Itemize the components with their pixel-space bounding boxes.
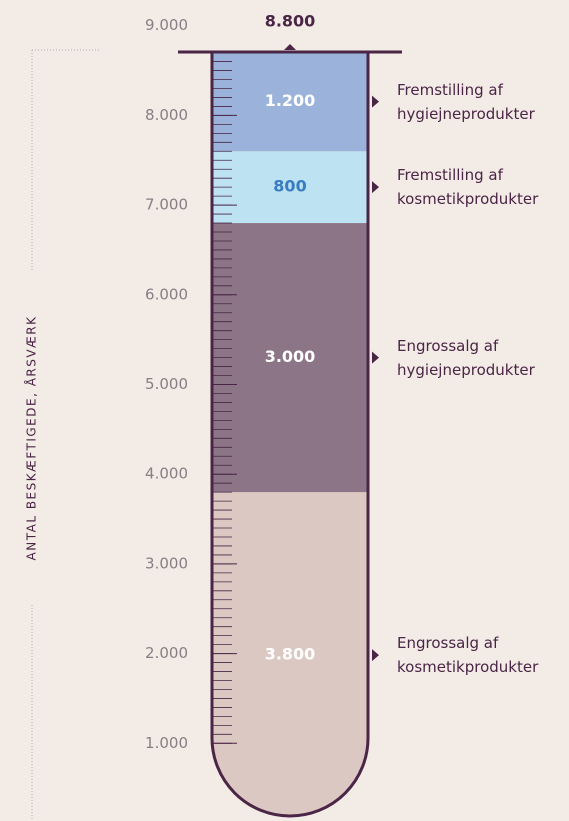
bar-segment	[212, 52, 368, 152]
y-tick-label: 6.000	[145, 285, 188, 303]
axis-decoration	[31, 49, 100, 821]
y-tick-label: 9.000	[145, 16, 188, 34]
bar-segment	[212, 492, 368, 816]
y-tick-label: 1.000	[145, 734, 188, 752]
y-axis-label: ANTAL BESKÆFTIGEDE, ÅRSVÆRK	[24, 316, 39, 561]
y-tick-label: 2.000	[145, 644, 188, 662]
legend-label: Fremstilling af hygiejneprodukter	[397, 80, 535, 123]
value-label: 800	[273, 177, 306, 196]
total-pointer	[284, 44, 296, 50]
legend-pointer	[372, 181, 379, 194]
tube-outline	[210, 52, 370, 818]
legend-label: Engrossalg af hygiejneprodukter	[397, 336, 535, 379]
y-tick-label: 5.000	[145, 375, 188, 393]
bar-segment	[212, 151, 368, 224]
y-tick-label: 3.000	[145, 554, 188, 572]
legend-pointer	[372, 95, 379, 108]
bar-segment	[212, 223, 368, 493]
legend-label: Engrossalg af kosmetikprodukter	[397, 634, 539, 677]
y-tick-label: 7.000	[145, 196, 188, 214]
y-tick-label: 4.000	[145, 465, 188, 483]
legend-pointer	[372, 351, 379, 364]
value-label: 3.000	[265, 347, 316, 366]
y-tick-label: 8.000	[145, 106, 188, 124]
legend-label: Fremstilling af kosmetikprodukter	[397, 166, 539, 209]
tube-scale	[212, 61, 232, 744]
value-label: 3.800	[265, 645, 316, 664]
tube-fill	[212, 52, 368, 816]
total-label: 8.800	[265, 12, 316, 31]
value-label: 1.200	[265, 91, 316, 110]
legend-pointer	[372, 649, 379, 662]
